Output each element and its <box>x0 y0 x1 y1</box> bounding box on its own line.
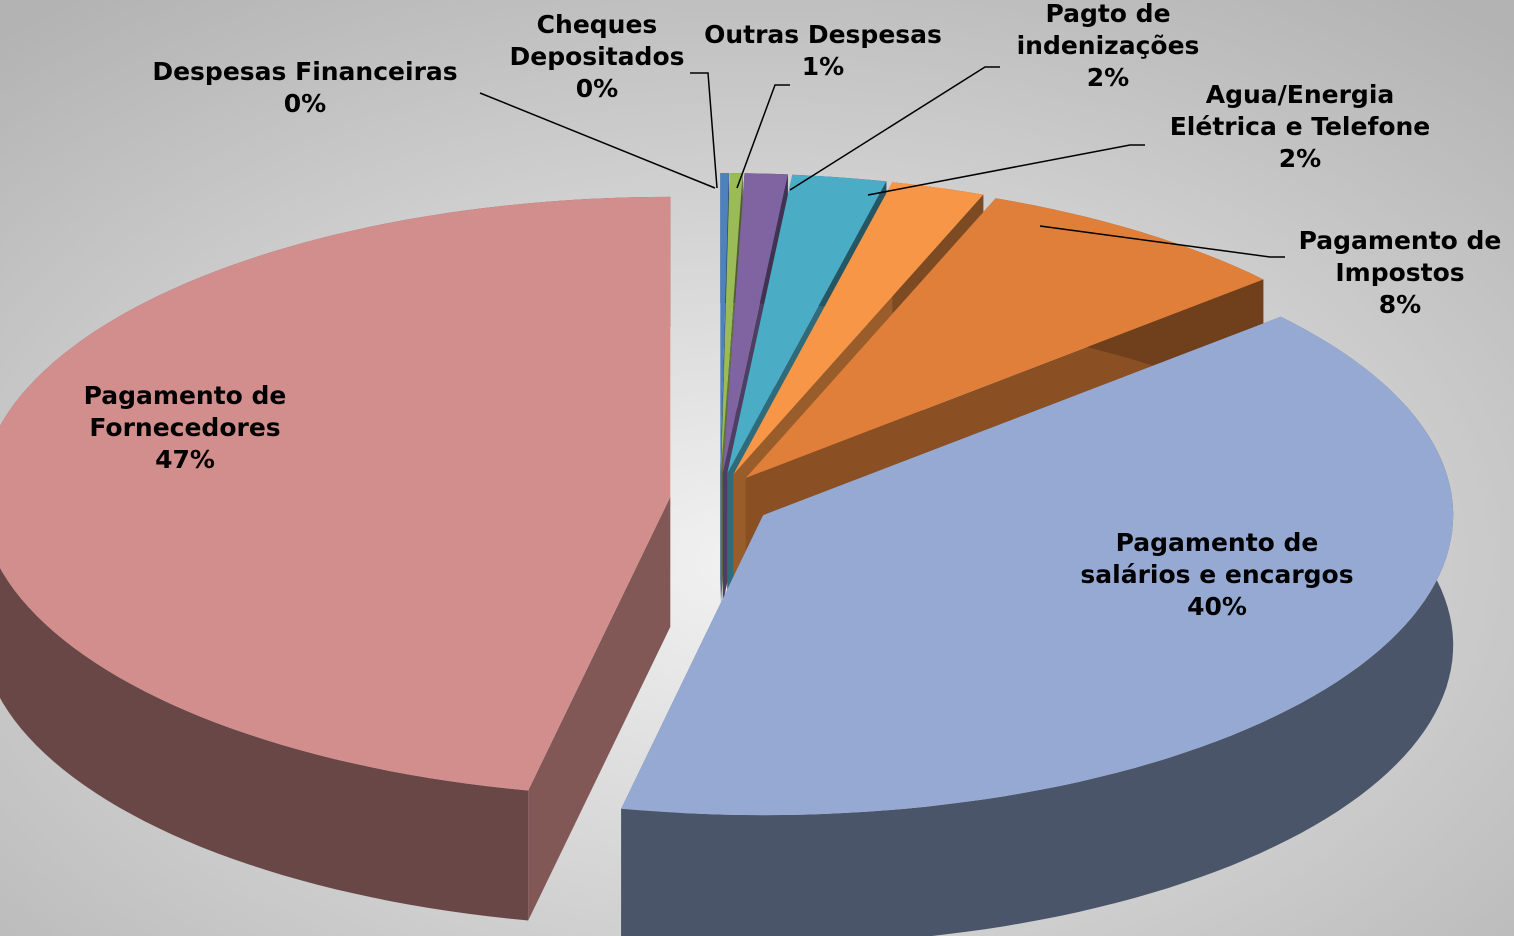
pie <box>0 173 1454 936</box>
slice-side <box>621 316 1454 936</box>
category-label: Pagamento de Fornecedores <box>84 381 287 442</box>
slice <box>722 173 788 474</box>
label-line: Depositados <box>510 42 685 71</box>
value-label: 0% <box>576 74 618 103</box>
value-label: 2% <box>1279 144 1321 173</box>
value-label: 47% <box>155 445 215 474</box>
value-label: 40% <box>1187 592 1247 621</box>
value-label: 0% <box>284 89 326 118</box>
slice-wall <box>528 496 671 921</box>
leader-line <box>736 84 790 189</box>
label-line: Impostos <box>1335 258 1464 287</box>
label-line: Pagamento de <box>84 381 287 410</box>
slice <box>721 173 743 473</box>
label-line: Elétrica e Telefone <box>1170 112 1431 141</box>
leader-line <box>789 66 1000 191</box>
label-line: Cheques <box>537 10 658 39</box>
category-label: Pagamento de salários e encargos <box>1080 528 1353 589</box>
label-line: Pagamento de <box>1299 226 1502 255</box>
slice <box>720 173 729 473</box>
category-label: Cheques Depositados <box>510 10 685 71</box>
label-line: Agua/Energia <box>1206 80 1395 109</box>
label-line: salários e encargos <box>1080 560 1353 589</box>
value-label: 2% <box>1087 63 1129 92</box>
label-line: Outras Despesas <box>704 20 942 49</box>
category-label: Pagamento de Impostos <box>1299 226 1502 287</box>
leader-line <box>1039 225 1285 258</box>
value-label: 8% <box>1379 290 1421 319</box>
slice <box>621 316 1454 816</box>
slice <box>745 198 1264 478</box>
category-label: Outras Despesas <box>704 20 942 49</box>
slice <box>733 182 984 475</box>
label-line: Pagamento de <box>1116 528 1319 557</box>
leader-line <box>867 144 1145 196</box>
leader-line <box>479 92 716 189</box>
leader-line <box>690 72 718 189</box>
slice <box>0 196 671 791</box>
slice <box>727 174 887 474</box>
labels: Despesas Financeiras 0% Cheques Depositados… <box>84 0 1502 621</box>
label-line: Pagto de <box>1045 0 1170 28</box>
label-line: Fornecedores <box>89 413 280 442</box>
label-line: Despesas Financeiras <box>152 57 457 86</box>
category-label: Agua/Energia Elétrica e Telefone <box>1170 80 1431 141</box>
value-label: 1% <box>802 52 844 81</box>
label-line: indenizações <box>1017 31 1200 60</box>
category-label: Pagto de indenizações <box>1017 0 1200 60</box>
category-label: Despesas Financeiras <box>152 57 457 86</box>
